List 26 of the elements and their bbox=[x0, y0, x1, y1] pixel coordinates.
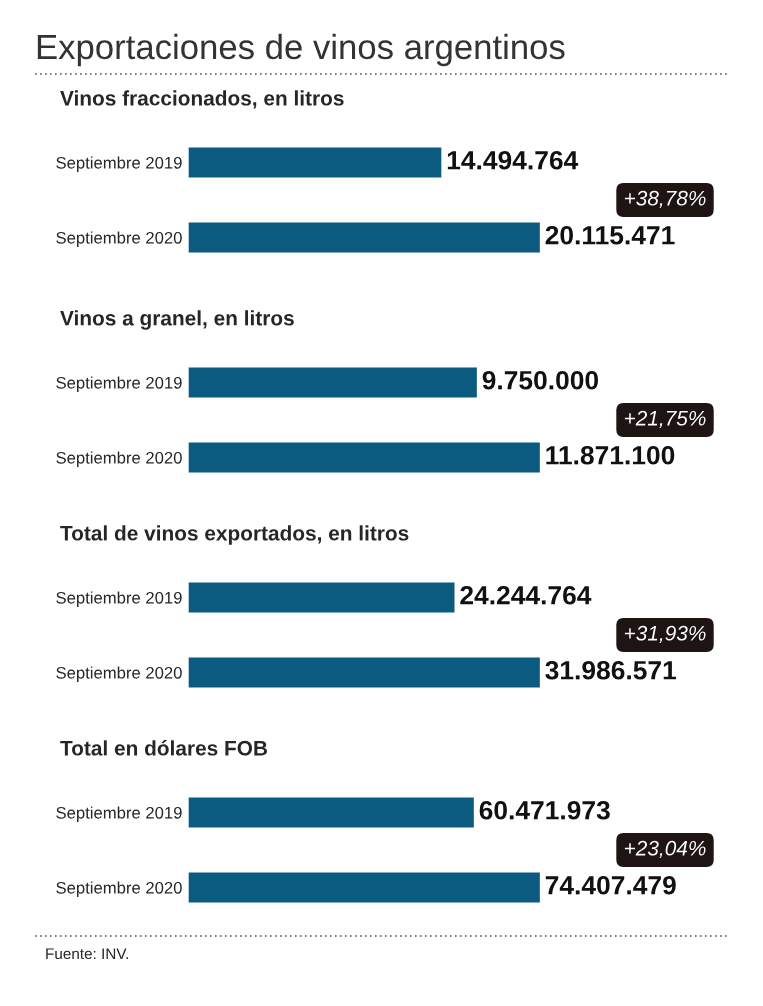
data-label: 60.471.973 bbox=[479, 800, 610, 820]
y-tick-label: Septiembre 2020 bbox=[56, 666, 182, 682]
chart-title: Exportaciones de vinos argentinos bbox=[37, 33, 565, 67]
y-tick-label: Septiembre 2019 bbox=[56, 156, 182, 172]
data-label: 31.986.571 bbox=[545, 660, 677, 680]
y-tick-label: Septiembre 2019 bbox=[56, 806, 182, 822]
y-tick-label: Septiembre 2019 bbox=[56, 591, 182, 607]
y-tick-label: Septiembre 2019 bbox=[56, 376, 182, 392]
data-label: 9.750.000 bbox=[482, 370, 599, 390]
chart-subtitle: Vinos fraccionados, en litros bbox=[60, 90, 344, 109]
text: +38,78% bbox=[624, 190, 706, 209]
text: +31,93% bbox=[624, 625, 706, 644]
data-label: 24.244.764 bbox=[460, 585, 592, 605]
data-label: 14.494.764 bbox=[447, 150, 579, 170]
data-label: 20.115.471 bbox=[545, 225, 675, 245]
data-label: 74.407.479 bbox=[545, 875, 676, 895]
text: +21,75% bbox=[624, 410, 706, 429]
chart-title: Vinos a granel, en litros bbox=[60, 310, 294, 330]
chart-title: Total en dólares FOB bbox=[60, 740, 268, 756]
y-tick-label: Septiembre 2020 bbox=[56, 451, 182, 467]
source-note: Fuente: INV. bbox=[46, 948, 128, 960]
y-tick-label: Septiembre 2020 bbox=[56, 231, 182, 247]
chart-title: Total de vinos exportados, en litros bbox=[60, 525, 409, 545]
y-tick-label: Septiembre 2020 bbox=[56, 881, 182, 897]
text: +23,04% bbox=[624, 840, 706, 859]
data-label: 11.871.100 bbox=[546, 445, 675, 465]
